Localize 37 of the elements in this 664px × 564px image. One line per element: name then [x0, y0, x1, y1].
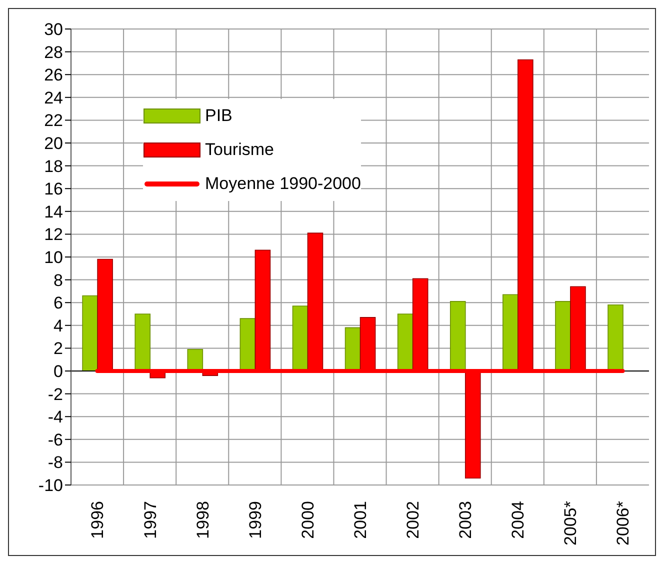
- x-tick-label: 1996: [88, 501, 108, 539]
- y-tick-label: 26: [44, 66, 63, 85]
- x-tick-label: 2006*: [614, 500, 633, 546]
- y-tick-label: 22: [44, 111, 63, 130]
- y-tick-label: 20: [44, 134, 63, 154]
- y-tick-label: 16: [44, 180, 63, 199]
- y-tick-label: 10: [44, 248, 63, 268]
- y-tick-label: 4: [54, 316, 63, 336]
- y-tick-label: 8: [54, 270, 63, 290]
- y-tick-label: 28: [44, 42, 63, 62]
- x-tick-label: 2005*: [561, 500, 580, 546]
- x-tick-label: 2002: [403, 501, 422, 539]
- legend-label: Moyenne 1990-2000: [205, 174, 361, 194]
- y-tick-label: 24: [44, 88, 63, 108]
- y-tick-label: 6: [54, 294, 63, 313]
- legend-label: PIB: [205, 106, 232, 126]
- y-tick-label: -2: [48, 384, 63, 404]
- y-tick-label: 30: [44, 20, 63, 40]
- y-tick-label: -6: [48, 430, 63, 450]
- y-tick-label: 18: [44, 156, 63, 176]
- bar: [608, 304, 624, 372]
- x-tick-label: 2004: [508, 501, 528, 539]
- x-tick-label: 2003: [456, 501, 476, 539]
- x-tick-label: 1999: [246, 501, 265, 539]
- y-tick-label: -4: [48, 408, 63, 427]
- x-tick-label: 1997: [140, 501, 160, 539]
- y-tick-label: 12: [44, 225, 63, 244]
- x-tick-label: 2001: [350, 501, 370, 539]
- y-tick-label: 14: [44, 202, 63, 222]
- legend-label: Tourisme: [205, 140, 274, 160]
- x-tick-label: 1998: [193, 501, 212, 539]
- y-tick-label: -10: [38, 476, 63, 496]
- y-tick-label: -8: [48, 453, 63, 472]
- bar: [82, 295, 98, 372]
- y-tick-label: 2: [54, 339, 63, 358]
- y-tick-label: 0: [54, 362, 63, 382]
- x-tick-label: 2000: [298, 501, 318, 539]
